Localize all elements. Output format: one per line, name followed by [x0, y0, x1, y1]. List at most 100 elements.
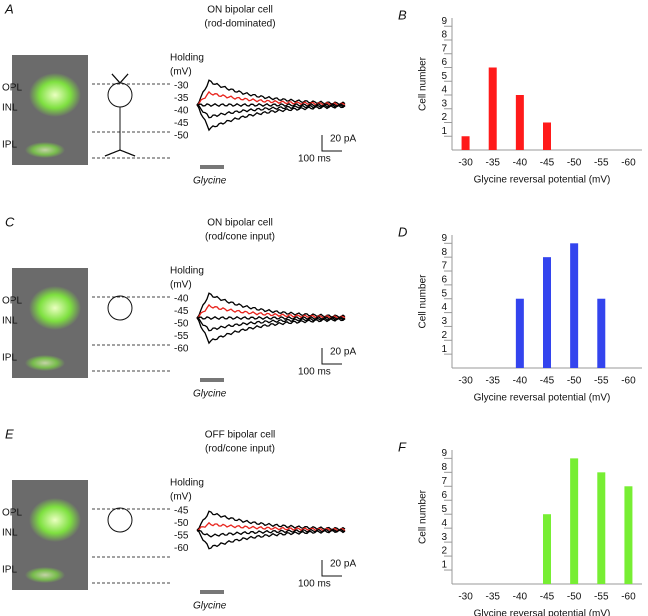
sketch-soma: [107, 507, 133, 533]
sketch-soma: [107, 82, 133, 108]
holding-value: -60: [174, 344, 189, 355]
y-tick-label: 6: [441, 490, 447, 501]
y-tick-label: 7: [441, 476, 447, 487]
scale-bar: [321, 348, 342, 365]
panel-title: OFF bipolar cell: [205, 430, 276, 441]
holding-value: -45: [174, 506, 189, 517]
bar: [624, 486, 633, 584]
scale-bar: [321, 560, 342, 577]
bar: [597, 298, 606, 368]
cell-terminal: [25, 355, 65, 371]
scale-label: 100 ms: [298, 579, 331, 590]
x-tick-label: -40: [513, 376, 528, 387]
sketch-neuron: [104, 73, 136, 157]
scale-label: 20 pA: [330, 347, 356, 358]
y-tick-label: 5: [441, 504, 447, 515]
x-tick-label: -40: [513, 592, 528, 603]
cell-soma: [29, 286, 81, 330]
x-tick-label: -50: [567, 592, 582, 603]
panel-letter: B: [398, 7, 407, 22]
x-axis-label: Glycine reversal potential (mV): [474, 175, 611, 186]
y-tick-label: 1: [441, 560, 447, 571]
trace: [196, 510, 346, 531]
panel-title: ON bipolar cell: [207, 218, 273, 229]
y-tick-label: 8: [441, 30, 447, 41]
y-tick-label: 7: [441, 261, 447, 272]
y-tick-label: 7: [441, 43, 447, 54]
y-tick-label: 9: [441, 233, 447, 244]
panel-title: (rod/cone input): [205, 444, 275, 455]
x-tick-label: -30: [458, 376, 473, 387]
panel-letter: A: [4, 1, 14, 16]
y-tick-label: 5: [441, 71, 447, 82]
drug-label: Glycine: [193, 176, 227, 187]
holding-value: -55: [174, 531, 189, 542]
x-tick-label: -50: [567, 158, 582, 169]
drug-bar: [200, 165, 224, 169]
x-tick-label: -40: [513, 158, 528, 169]
panel-title: (rod-dominated): [204, 19, 275, 30]
trace: [196, 103, 346, 107]
y-axis-label: Cell number: [418, 489, 429, 544]
drug-label: Glycine: [193, 601, 227, 612]
bar: [570, 458, 579, 584]
holding-label: (mV): [170, 492, 192, 503]
layer-label: IPL: [2, 565, 17, 576]
panel-letter: F: [398, 439, 407, 454]
layer-label: OPL: [2, 508, 22, 519]
y-tick-label: 6: [441, 57, 447, 68]
y-tick-label: 5: [441, 288, 447, 299]
cell-terminal: [25, 142, 65, 158]
holding-value: -50: [174, 131, 189, 142]
y-tick-label: 2: [441, 112, 447, 123]
scale-label: 20 pA: [330, 559, 356, 570]
panel-letter: D: [398, 224, 407, 239]
layer-label: OPL: [2, 83, 22, 94]
holding-label: Holding: [170, 266, 204, 277]
x-axis-label: Glycine reversal potential (mV): [474, 609, 611, 616]
trace: [196, 316, 346, 345]
trace: [196, 521, 346, 532]
x-tick-label: -45: [540, 376, 555, 387]
x-axis-label: Glycine reversal potential (mV): [474, 393, 611, 404]
bar: [461, 136, 470, 150]
holding-value: -40: [174, 294, 189, 305]
y-tick-label: 6: [441, 275, 447, 286]
y-tick-label: 1: [441, 126, 447, 137]
holding-value: -45: [174, 118, 189, 129]
x-tick-label: -35: [485, 158, 500, 169]
y-tick-label: 9: [441, 16, 447, 27]
y-tick-label: 8: [441, 462, 447, 473]
scale-label: 20 pA: [330, 134, 356, 145]
cell-soma: [29, 498, 81, 542]
y-tick-label: 8: [441, 247, 447, 258]
x-tick-label: -60: [621, 158, 636, 169]
trace: [196, 528, 346, 538]
y-tick-label: 3: [441, 98, 447, 109]
y-axis-label: Cell number: [418, 56, 429, 111]
trace: [196, 90, 346, 107]
x-tick-label: -55: [594, 592, 609, 603]
layer-label: INL: [2, 528, 18, 539]
trace: [196, 303, 346, 320]
y-tick-label: 1: [441, 344, 447, 355]
holding-value: -50: [174, 319, 189, 330]
holding-label: (mV): [170, 280, 192, 291]
bar: [488, 67, 497, 150]
y-tick-label: 4: [441, 518, 447, 529]
scale-bar: [321, 135, 342, 152]
x-tick-label: -55: [594, 158, 609, 169]
x-tick-label: -50: [567, 376, 582, 387]
panel-letter: E: [5, 426, 14, 441]
holding-value: -30: [174, 81, 189, 92]
trace: [196, 79, 346, 106]
y-tick-label: 4: [441, 302, 447, 313]
sketch-soma: [107, 295, 133, 321]
x-tick-label: -30: [458, 592, 473, 603]
bar: [543, 122, 551, 150]
y-tick-label: 2: [441, 546, 447, 557]
x-tick-label: -45: [540, 158, 555, 169]
scale-label: 100 ms: [298, 367, 331, 378]
x-tick-label: -45: [540, 592, 555, 603]
